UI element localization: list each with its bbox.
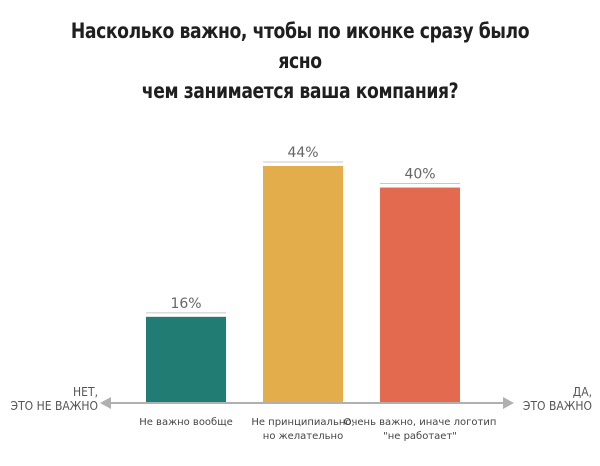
- axis-right-end-label-line-2: ЭТО ВАЖНО: [522, 399, 592, 413]
- x-axis-arrow-left: [100, 397, 111, 409]
- axis-left-end-label-line-1: НЕТ,: [73, 385, 98, 399]
- bar-1-value-label: 16%: [170, 296, 201, 312]
- axis-left-end-label-line-2: ЭТО НЕ ВАЖНО: [10, 399, 98, 413]
- chart-title-line-1: Насколько важно, чтобы по иконке сразу б…: [70, 19, 530, 73]
- chart-title-line-2: чем занимается ваша компания?: [141, 79, 459, 103]
- bar-2: [263, 166, 343, 402]
- bar-3-value-label: 40%: [404, 167, 435, 183]
- chart-title: Насколько важно, чтобы по иконке сразу б…: [0, 16, 600, 106]
- bar-2-value-label: 44%: [287, 145, 318, 161]
- category-label-2-line-2: но желательно: [263, 431, 343, 442]
- axis-left-end-label: НЕТ, ЭТО НЕ ВАЖНО: [8, 385, 98, 413]
- category-label-1-line-1: Не важно вообще: [139, 417, 233, 428]
- bar-3: [380, 187, 460, 402]
- category-label-3-line-1: Очень важно, иначе логотип: [344, 417, 497, 428]
- category-label-3-line-2: "не работает": [383, 431, 457, 442]
- bar-1: [146, 316, 226, 402]
- x-axis-arrow-right: [503, 397, 514, 409]
- axis-right-end-label-line-1: ДА,: [572, 385, 592, 399]
- category-label-2-line-1: Не принципиально,: [251, 417, 354, 428]
- axis-right-end-label: ДА, ЭТО ВАЖНО: [512, 385, 592, 413]
